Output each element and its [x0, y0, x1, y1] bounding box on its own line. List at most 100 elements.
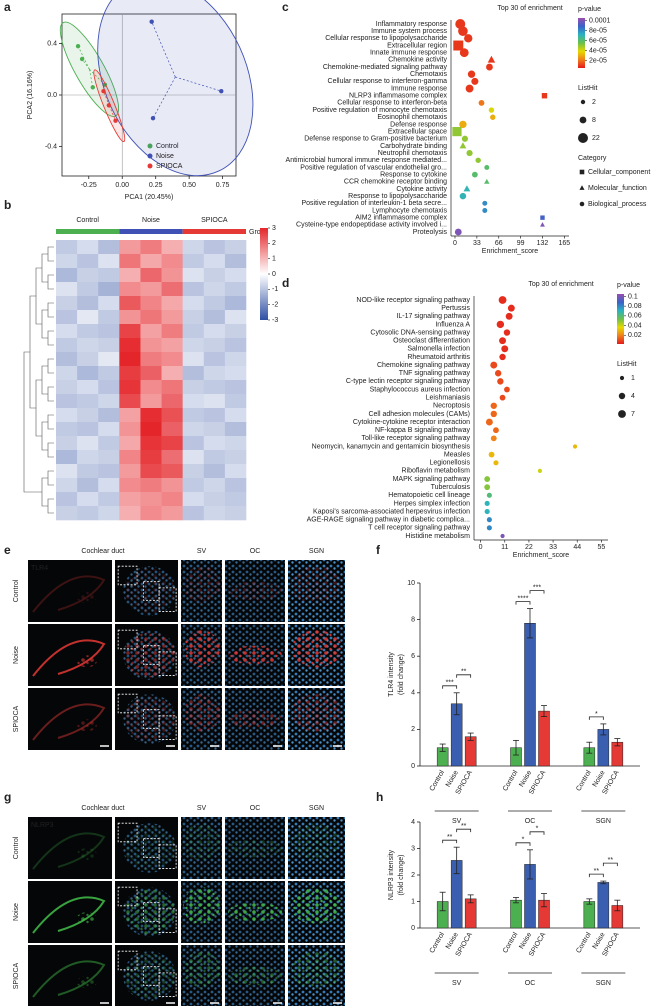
term-label: IL-17 signaling pathway — [396, 313, 470, 320]
heat-cell — [140, 352, 162, 367]
term-label: Chemokine-mediated signaling pathway — [323, 64, 448, 71]
x-tick-label: 33 — [473, 240, 481, 247]
centroid-link — [103, 91, 110, 106]
colorbar-label: 8e-05 — [589, 27, 607, 34]
term-label: CCR chemokine receptor binding — [344, 179, 447, 186]
heat-cell — [182, 394, 205, 409]
size-key — [618, 392, 626, 400]
colorbar-label: 1 — [272, 256, 276, 263]
term-label: Proteolysis — [413, 229, 448, 236]
micrograph — [28, 624, 112, 686]
y-tick-label: 1 — [411, 898, 415, 905]
heat-cell — [77, 422, 99, 437]
y-axis-label: (fold change) — [398, 654, 405, 695]
x-tick-label: 0 — [453, 240, 457, 247]
heat-cell — [140, 408, 162, 423]
x-tick-label: 44 — [573, 544, 581, 551]
stain-region — [183, 566, 220, 604]
heat-cell — [182, 338, 205, 353]
dot — [505, 312, 513, 320]
heat-cell — [77, 240, 99, 255]
error-bar — [467, 894, 474, 904]
heat-cell — [140, 478, 162, 493]
panel-label: c — [282, 0, 289, 14]
x-tick-label: 0.50 — [182, 182, 196, 189]
heat-cell — [140, 282, 162, 297]
y-tick-label: -0.4 — [45, 143, 57, 150]
dot — [486, 525, 492, 531]
dendrogram-branch — [47, 246, 54, 262]
y-axis-label: TLR4 intensity — [388, 652, 395, 697]
dot — [572, 444, 578, 449]
term-label: Staphylococcus aureus infection — [370, 386, 470, 393]
error-bar — [439, 891, 446, 912]
dendrogram-branch — [41, 365, 48, 395]
sig-label: * — [595, 711, 598, 718]
heat-cell — [161, 296, 183, 311]
heat-cell — [119, 324, 141, 339]
row-label: SPIOCA — [13, 962, 20, 989]
x-tick-label: Control — [575, 931, 593, 954]
heat-cell — [224, 310, 247, 325]
colorbar — [617, 294, 624, 344]
dot — [490, 114, 496, 120]
error-bar — [586, 898, 593, 905]
point — [219, 88, 224, 94]
error-bar — [541, 893, 547, 908]
term-label: Hematopoietic cell lineage — [388, 492, 470, 499]
dot — [493, 460, 499, 466]
roi-box — [158, 908, 177, 933]
x-tick-label: Control — [502, 769, 520, 792]
error-bar — [527, 849, 533, 880]
stain-region — [183, 630, 220, 668]
legend-title: ListHit — [617, 361, 637, 368]
term-label: Neutrophil chemotaxis — [378, 150, 448, 157]
heat-cell — [56, 352, 78, 367]
heat-cell — [224, 506, 247, 521]
heat-cell — [203, 464, 226, 479]
dot — [467, 70, 476, 78]
column-header: Cochlear duct — [81, 548, 124, 555]
heat-cell — [140, 422, 162, 437]
tissue-outline — [32, 639, 106, 677]
size-key-label: 8 — [592, 117, 596, 124]
dot — [486, 517, 492, 523]
heat-cell — [140, 394, 162, 409]
heat-cell — [182, 310, 205, 325]
heat-cell — [224, 268, 247, 283]
heat-cell — [77, 394, 99, 409]
colorbar-label: 0.08 — [628, 303, 642, 310]
bar — [464, 736, 477, 767]
heat-cell — [161, 450, 183, 465]
heat-cell — [56, 506, 78, 521]
dot — [458, 26, 468, 36]
heat-cell — [161, 380, 183, 395]
tissue-stain — [124, 568, 175, 614]
dot — [452, 126, 462, 137]
colorbar-label: 4e-05 — [589, 47, 607, 54]
heat-cell — [182, 506, 205, 521]
y-tick-label: 4 — [411, 819, 415, 826]
error-bar — [527, 608, 533, 639]
heat-cell — [161, 436, 183, 451]
dot — [478, 99, 485, 106]
panel-label: a — [4, 0, 11, 14]
dot — [484, 500, 490, 507]
y-tick-label: 2 — [411, 872, 415, 879]
heat-cell — [182, 240, 205, 255]
tissue-outline — [32, 703, 106, 741]
dendrogram-branch — [41, 309, 48, 339]
heat-cell — [140, 464, 162, 479]
heat-cell — [119, 408, 141, 423]
tissue-stain — [124, 696, 175, 742]
dot — [493, 427, 499, 434]
heat-cell — [77, 436, 99, 451]
dot — [490, 435, 497, 442]
x-tick-label: 0.75 — [216, 182, 230, 189]
term-label: Neomycin, kanamycin and gentamicin biosy… — [312, 443, 471, 450]
heat-cell — [98, 296, 120, 311]
heat-cell — [224, 464, 247, 479]
heat-cell — [119, 380, 141, 395]
term-label: C-type lectin receptor signaling pathway — [346, 378, 471, 385]
term-label: Cytokine activity — [396, 186, 447, 193]
